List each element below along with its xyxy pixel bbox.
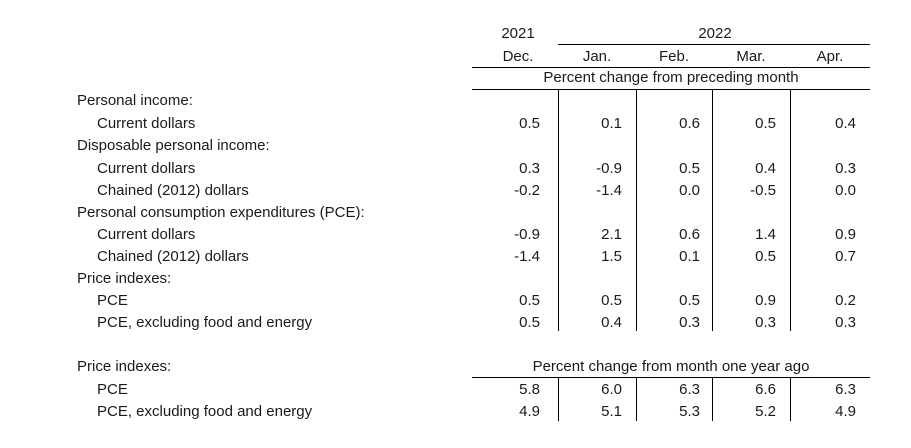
month-header-mar: Mar.	[736, 48, 766, 65]
table-cell: 0.5	[519, 115, 540, 132]
row-label: Chained (2012) dollars	[97, 248, 249, 265]
section1-title: Percent change from preceding month	[543, 69, 799, 86]
table-cell: 0.5	[519, 314, 540, 331]
year-2022-header: 2022	[698, 25, 732, 42]
table-cell: 0.9	[835, 226, 856, 243]
table-cell: -0.9	[596, 160, 622, 177]
col-divider-3	[712, 89, 713, 331]
table-cell: 0.2	[835, 292, 856, 309]
table-cell: 0.9	[755, 292, 776, 309]
group-label: Disposable personal income:	[77, 137, 270, 154]
section2-title-underline	[472, 377, 870, 378]
table-cell: 0.5	[755, 115, 776, 132]
table-cell: 6.0	[601, 381, 622, 398]
row-label: Current dollars	[97, 115, 196, 132]
section2-title: Percent change from month one year ago	[532, 358, 810, 375]
table-cell: 6.3	[679, 381, 700, 398]
group-label: Price indexes:	[77, 358, 172, 375]
table-cell: 0.5	[679, 292, 700, 309]
table-cell: -0.5	[750, 182, 776, 199]
section1-title-underline	[472, 89, 870, 90]
table-cell: -0.2	[514, 182, 540, 199]
row-label: Current dollars	[97, 160, 196, 177]
table-cell: 6.3	[835, 381, 856, 398]
table-cell: 5.3	[679, 403, 700, 420]
table-cell: 0.1	[679, 248, 700, 265]
table-cell: 0.5	[601, 292, 622, 309]
s2-col-divider-2	[636, 377, 637, 421]
table-cell: 0.3	[519, 160, 540, 177]
group-label: Personal income:	[77, 92, 193, 109]
table-cell: 1.5	[601, 248, 622, 265]
table-cell: 0.7	[835, 248, 856, 265]
table-cell: 0.3	[835, 314, 856, 331]
table-cell: 5.1	[601, 403, 622, 420]
month-header-apr: Apr.	[816, 48, 844, 65]
col-divider-4	[790, 89, 791, 331]
table-cell: 0.6	[679, 115, 700, 132]
row-label: PCE	[97, 381, 128, 398]
table-cell: 0.1	[601, 115, 622, 132]
month-header-dec: Dec.	[502, 48, 534, 65]
s2-col-divider-1	[558, 377, 559, 421]
year-2022-underline	[558, 44, 870, 45]
col-divider-1	[558, 89, 559, 331]
group-label: Personal consumption expenditures (PCE):	[77, 204, 365, 221]
row-label: PCE	[97, 292, 128, 309]
month-header-feb: Feb.	[658, 48, 689, 65]
s2-col-divider-3	[712, 377, 713, 421]
year-2021-header: 2021	[501, 25, 535, 42]
table-cell: 0.0	[835, 182, 856, 199]
table-cell: 0.6	[679, 226, 700, 243]
table-cell: 0.3	[835, 160, 856, 177]
group-label: Price indexes:	[77, 270, 172, 287]
table-cell: 0.3	[679, 314, 700, 331]
table-cell: 0.0	[679, 182, 700, 199]
table-cell: 6.6	[755, 381, 776, 398]
table-cell: 2.1	[601, 226, 622, 243]
table-cell: 0.5	[679, 160, 700, 177]
s2-col-divider-4	[790, 377, 791, 421]
row-label: PCE, excluding food and energy	[97, 314, 313, 331]
table-cell: -1.4	[596, 182, 622, 199]
table-cell: 0.4	[755, 160, 776, 177]
table-cell: 1.4	[755, 226, 776, 243]
row-label: Current dollars	[97, 226, 196, 243]
table-cell: 0.4	[835, 115, 856, 132]
table-cell: 0.5	[519, 292, 540, 309]
table-cell: -0.9	[514, 226, 540, 243]
table-cell: -1.4	[514, 248, 540, 265]
table-cell: 0.3	[755, 314, 776, 331]
row-label: PCE, excluding food and energy	[97, 403, 313, 420]
col-divider-2	[636, 89, 637, 331]
table-cell: 0.4	[601, 314, 622, 331]
table-cell: 4.9	[835, 403, 856, 420]
table-cell: 5.8	[519, 381, 540, 398]
month-header-jan: Jan.	[582, 48, 612, 65]
row-label: Chained (2012) dollars	[97, 182, 249, 199]
months-underline	[472, 67, 870, 68]
table-cell: 4.9	[519, 403, 540, 420]
table-cell: 5.2	[755, 403, 776, 420]
table-cell: 0.5	[755, 248, 776, 265]
